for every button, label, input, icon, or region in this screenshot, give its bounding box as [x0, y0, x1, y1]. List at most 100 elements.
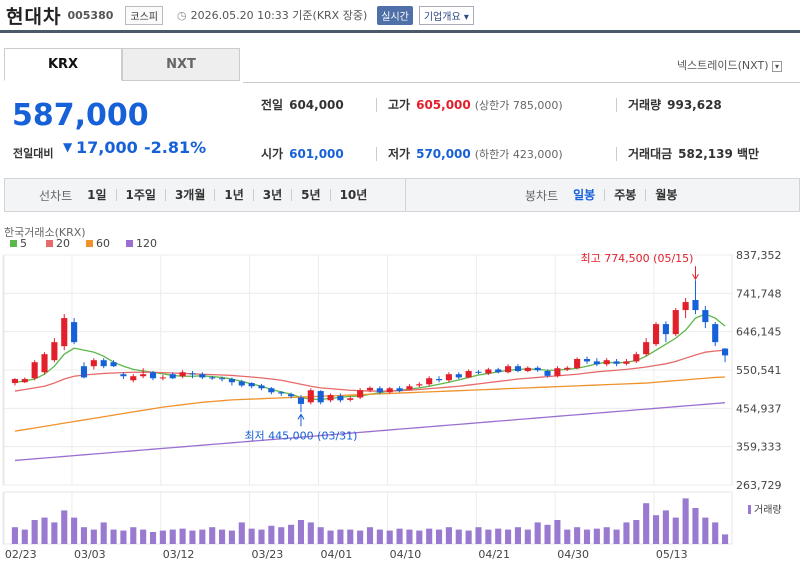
y-tick-label: 454,937: [736, 402, 782, 415]
candle: [396, 388, 403, 392]
candle: [209, 377, 216, 379]
candle: [564, 367, 571, 370]
volume-bar: [623, 522, 630, 544]
exchange-tabs: KRX NXT: [4, 48, 240, 81]
volume-bar: [643, 503, 650, 544]
volume-bar: [140, 529, 147, 544]
volume-legend-swatch: [748, 505, 751, 514]
period-weekly[interactable]: 주봉: [604, 189, 645, 201]
high-arrow-head: [692, 273, 699, 281]
volume-bar: [554, 520, 561, 544]
volume-bar: [435, 529, 443, 544]
realtime-button[interactable]: 실시간: [377, 5, 413, 25]
candle: [90, 360, 97, 367]
period-1w[interactable]: 1주일: [115, 189, 165, 201]
change-label: 전일대비: [13, 147, 54, 160]
volume-bar: [613, 529, 620, 544]
period-1y[interactable]: 1년: [214, 189, 252, 201]
period-5y[interactable]: 5년: [291, 189, 329, 201]
candle: [505, 366, 512, 373]
volume-bar: [386, 530, 393, 544]
candle: [159, 377, 166, 379]
period-1d[interactable]: 1일: [87, 188, 107, 202]
candle: [574, 358, 581, 369]
stock-header: 현대차 005380 코스피 ◷ 2026.05.20 10:33 기준(KRX…: [0, 0, 800, 33]
volume-bar: [71, 517, 78, 544]
chart-title: 한국거래소(KRX): [4, 226, 86, 239]
company-overview-button[interactable]: 기업개요 ▾: [418, 5, 474, 25]
tab-krx[interactable]: KRX: [4, 48, 122, 81]
candle: [51, 342, 58, 361]
change-percent: -2.81%: [144, 138, 207, 157]
candle: [130, 376, 137, 381]
ma-20-line: [14, 349, 726, 392]
period-monthly[interactable]: 월봉: [645, 189, 686, 201]
period-3y[interactable]: 3년: [252, 189, 291, 201]
legend-swatch: [10, 240, 17, 247]
price-chart[interactable]: 837,352 741,748 646,145 550,541 454,937 359,3…: [0, 222, 800, 570]
candle: [288, 394, 295, 397]
volume-bar: [228, 530, 235, 544]
volume-bar: [455, 529, 462, 544]
candle: [357, 390, 364, 398]
volume-bar: [51, 522, 58, 544]
volume-bar: [149, 532, 157, 544]
period-3m[interactable]: 3개월: [164, 189, 214, 201]
tab-nxt[interactable]: NXT: [122, 48, 240, 81]
period-10y[interactable]: 10년: [329, 189, 377, 201]
y-tick-label: 359,333: [736, 441, 782, 454]
y-tick-label: 646,145: [736, 326, 782, 339]
volume-bar: [574, 527, 581, 544]
market-badge: 코스피: [125, 5, 163, 25]
volume-bar: [544, 524, 551, 544]
legend-swatch: [46, 240, 53, 247]
candle: [544, 371, 551, 376]
period-bar: 선차트 1일 1주일 3개월 1년 3년 5년 10년 봉차트 일봉 주봉 월봉: [4, 178, 800, 212]
candle: [465, 371, 472, 378]
volume-bar: [347, 529, 354, 544]
volume-bar: [603, 527, 610, 544]
volume-bar: [100, 522, 107, 544]
stat-high: 고가 605,000 (상한가 785,000): [388, 98, 563, 112]
nxt-link[interactable]: 넥스트레이드(NXT) ▾: [677, 57, 782, 73]
candle: [712, 324, 719, 343]
period-daily[interactable]: 일봉: [573, 188, 596, 202]
volume-bar: [633, 520, 640, 544]
candle: [652, 324, 660, 345]
candle: [31, 362, 38, 379]
y-tick-label: 263,729: [736, 479, 782, 492]
candle-chart-periods: 봉차트 일봉 주봉 월봉: [525, 187, 686, 204]
chevron-down-icon: ▾: [771, 61, 782, 72]
ma-120-line: [14, 402, 726, 462]
volume-bar: [288, 524, 295, 544]
volume-bar: [179, 528, 186, 544]
x-tick-label: 03/12: [163, 548, 195, 561]
candle: [485, 369, 492, 374]
high-annotation: 최고 774,500 (05/15): [580, 252, 693, 265]
line-chart-periods: 선차트 1일 1주일 3개월 1년 3년 5년 10년: [39, 187, 376, 204]
volume-bar: [593, 528, 600, 544]
volume-bar: [159, 530, 166, 544]
volume-bar: [702, 517, 709, 544]
candle: [140, 374, 147, 377]
volume-bar: [416, 530, 423, 544]
candle: [11, 379, 18, 384]
down-triangle-icon: ▼: [63, 140, 73, 154]
volume-bar: [505, 529, 512, 544]
candle: [189, 373, 196, 375]
volume-bar: [712, 522, 719, 544]
x-tick-label: 04/01: [321, 548, 353, 561]
volume-bar: [485, 529, 492, 544]
candle: [623, 361, 630, 364]
volume-bar: [514, 527, 522, 544]
chevron-down-icon: ▾: [463, 11, 469, 23]
volume-bar: [61, 510, 68, 544]
volume-bar: [465, 530, 472, 544]
candle: [603, 360, 610, 365]
volume-bar: [297, 520, 305, 544]
x-tick-label: 04/10: [390, 548, 422, 561]
x-tick-label: 02/23: [5, 548, 37, 561]
stock-code: 005380: [67, 8, 114, 22]
candle: [643, 342, 650, 355]
